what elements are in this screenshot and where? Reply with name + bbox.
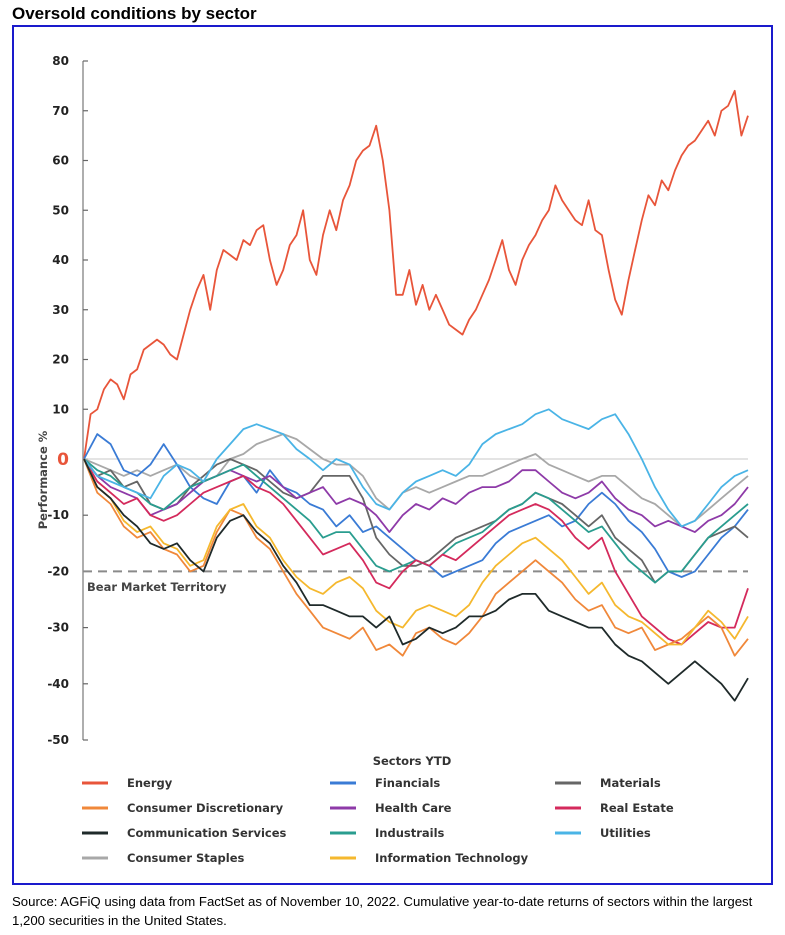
series-consumer-staples <box>83 433 749 528</box>
reference-lines <box>83 458 748 573</box>
y-tick-label: -30 <box>47 621 69 635</box>
y-axis-label: Performance % <box>36 430 50 529</box>
y-tick-label: -40 <box>47 677 69 691</box>
y-tick-label: -20 <box>47 564 69 578</box>
series-financials <box>83 433 749 578</box>
y-tick-label: 80 <box>52 54 69 68</box>
series-utilities <box>83 408 749 528</box>
chart-title: Oversold conditions by sector <box>12 4 257 23</box>
y-tick-label: 20 <box>52 353 69 367</box>
legend-label: Information Technology <box>375 851 529 865</box>
y-tick-label: 40 <box>52 253 69 267</box>
legend: Energy Consumer Discretionary Communicatio… <box>82 776 674 865</box>
series-energy <box>83 89 749 460</box>
chart-frame <box>12 25 773 885</box>
series-consumer-discretionary <box>83 458 749 657</box>
y-tick-label: -10 <box>47 508 69 522</box>
y-axis: 80 70 60 50 40 30 20 10 0 -10 -20 -30 -40 -50 <box>47 54 88 747</box>
y-tick-label: 10 <box>52 402 69 416</box>
legend-label: Utilities <box>600 826 651 840</box>
y-tick-label: -50 <box>47 733 69 747</box>
legend-title: Sectors YTD <box>373 754 452 768</box>
y-tick-label: 50 <box>52 203 69 217</box>
bear-market-label: Bear Market Territory <box>87 580 227 594</box>
series-communication-services <box>83 458 749 702</box>
legend-label: Financials <box>375 776 440 790</box>
legend-label: Materials <box>600 776 661 790</box>
legend-label: Consumer Staples <box>127 851 245 865</box>
series-real-estate <box>83 458 749 646</box>
legend-label: Consumer Discretionary <box>127 801 284 815</box>
series-health-care <box>83 458 749 533</box>
legend-label: Real Estate <box>600 801 674 815</box>
y-tick-label: 30 <box>52 303 69 317</box>
y-tick-label: 60 <box>52 154 69 168</box>
series-lines <box>83 89 749 702</box>
legend-label: Energy <box>127 776 173 790</box>
legend-label: Industrails <box>375 826 445 840</box>
series-materials <box>83 458 749 584</box>
legend-label: Communication Services <box>127 826 287 840</box>
y-tick-label: 0 <box>57 450 69 470</box>
legend-label: Health Care <box>375 801 452 815</box>
source-note: Source: AGFiQ using data from FactSet as… <box>12 894 753 928</box>
y-tick-label: 70 <box>52 104 69 118</box>
